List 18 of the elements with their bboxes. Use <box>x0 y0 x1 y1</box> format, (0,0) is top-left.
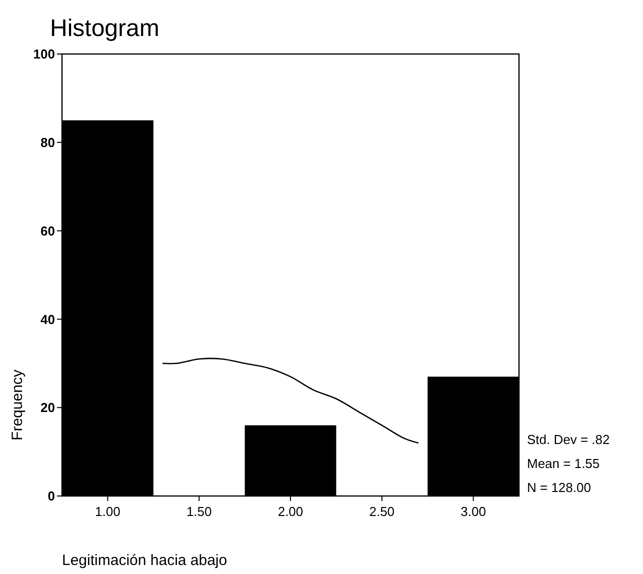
y-tick-label: 80 <box>40 134 55 150</box>
text: N = 128.00 <box>527 480 591 495</box>
y-tick-label: 100 <box>33 46 55 62</box>
x-tick-label: 1.00 <box>95 504 120 519</box>
x-tick-label: 1.50 <box>186 504 212 519</box>
x-tick-label: 2.00 <box>278 504 304 519</box>
x-tick-label: 2.50 <box>369 504 395 519</box>
y-axis-title: Frequency <box>9 369 26 440</box>
y-tick-label: 20 <box>40 400 55 416</box>
x-axis-title: Legitimación hacia abajo <box>62 552 228 569</box>
text: Mean = 1.55 <box>527 456 600 471</box>
chart-title: Histogram <box>50 15 160 42</box>
line-series <box>162 358 420 444</box>
y-tick-label: 0 <box>48 488 55 504</box>
text: Std. Dev = .82 <box>527 432 610 447</box>
y-tick-label: 40 <box>40 312 55 327</box>
x-tick-label: 3.00 <box>460 504 486 519</box>
y-tick-label: 60 <box>40 223 55 238</box>
